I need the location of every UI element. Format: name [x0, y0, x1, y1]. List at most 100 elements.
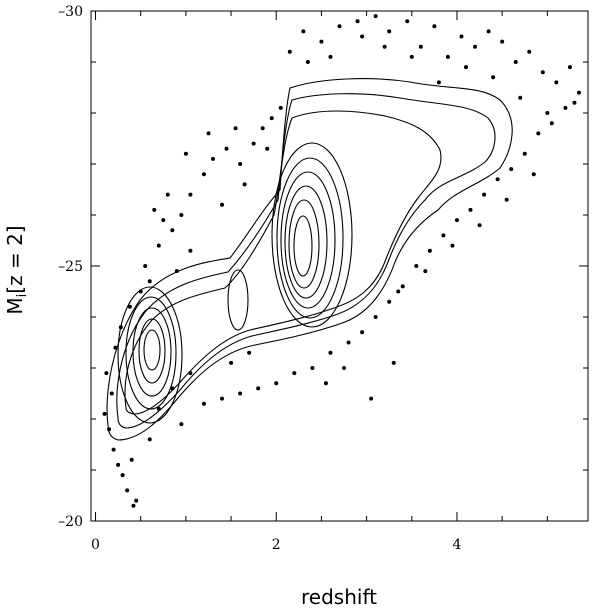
scatter-point	[188, 248, 193, 253]
scatter-point	[459, 34, 464, 39]
scatter-point	[572, 100, 577, 105]
contour-peak2-2	[276, 157, 344, 319]
scatter-point	[486, 29, 491, 34]
scatter-point	[518, 95, 523, 100]
scatter-point	[143, 264, 148, 268]
scatter-point	[405, 19, 410, 24]
scatter-point	[260, 126, 265, 131]
y-tick-label: –30	[58, 4, 83, 20]
scatter-point	[201, 172, 206, 177]
scatter-point	[567, 65, 572, 70]
scatter-point	[427, 248, 432, 253]
contour-peak1-2	[125, 296, 177, 410]
contour-lowz-3	[124, 110, 442, 415]
scatter-point	[369, 396, 374, 401]
scatter-point	[491, 75, 496, 80]
y-tick-label: –20	[58, 514, 83, 530]
scatter-point	[504, 197, 509, 202]
scatter-point	[152, 207, 157, 212]
scatter-point	[220, 202, 225, 207]
scatter-point	[477, 223, 482, 228]
scatter-point	[183, 151, 188, 156]
scatter-point	[554, 80, 559, 85]
y-axis-title-main: M	[3, 297, 27, 314]
scatter-point	[120, 473, 125, 478]
contour-peak2-6	[293, 215, 313, 277]
scatter-point	[161, 218, 166, 223]
scatter-point	[116, 462, 121, 467]
scatter-point	[206, 131, 211, 136]
scatter-point	[509, 167, 514, 172]
contour-peak2-3	[280, 171, 336, 309]
x-tick-label: 2	[272, 537, 281, 553]
scatter-point	[360, 330, 365, 335]
scatter-point	[247, 350, 252, 355]
scatter-point	[414, 264, 419, 268]
scatter-point	[251, 141, 256, 146]
scatter-point	[220, 396, 225, 401]
scatter-points	[102, 14, 581, 508]
scatter-point	[134, 498, 139, 503]
scatter-point	[170, 386, 175, 391]
scatter-point	[441, 233, 446, 238]
scatter-point	[346, 340, 351, 345]
scatter-point	[310, 366, 315, 370]
scatter-point	[156, 406, 161, 411]
scatter-point	[229, 360, 234, 365]
scatter-point	[156, 243, 161, 248]
scatter-point	[450, 243, 455, 248]
scatter-point	[337, 24, 342, 29]
scatter-point	[445, 54, 450, 59]
scatter-point	[292, 371, 297, 376]
scatter-point	[513, 60, 518, 64]
scatter-point	[436, 80, 441, 85]
scatter-point	[396, 289, 401, 294]
scatter-point	[563, 105, 568, 110]
scatter-point	[473, 44, 478, 49]
scatter-point	[111, 447, 116, 452]
y-tick-label: –25	[58, 259, 83, 275]
scatter-point	[319, 39, 324, 44]
x-tick-label: 0	[91, 537, 100, 553]
scatter-point	[113, 345, 118, 350]
scatter-point	[387, 299, 392, 304]
scatter-point	[387, 29, 392, 34]
contour-peak2-5	[288, 199, 320, 289]
contour-lowz-1	[106, 78, 513, 441]
scatter-point	[400, 284, 405, 289]
scatter-point	[188, 371, 193, 376]
scatter-point	[147, 279, 152, 284]
scatter-point	[482, 192, 487, 197]
contour-peak2-4	[284, 185, 328, 299]
scatter-point	[188, 192, 193, 197]
scatter-point	[170, 228, 175, 233]
scatter-point	[233, 126, 238, 131]
scatter-point	[549, 121, 554, 126]
scatter-point	[109, 391, 114, 396]
scatter-point	[432, 24, 437, 29]
contour-peak1-5	[143, 329, 161, 371]
scatter-point	[328, 54, 333, 59]
scatter-point	[238, 162, 243, 166]
scatter-point	[269, 116, 274, 121]
scatter-point	[418, 44, 423, 49]
scatter-point	[323, 381, 328, 386]
scatter-point	[224, 146, 229, 151]
scatter-point	[360, 34, 365, 39]
contour-secondary	[227, 269, 249, 331]
x-axis-title: redshift	[301, 585, 377, 608]
x-tick-label: 4	[453, 537, 462, 553]
axis-ticks: 0 2 4 –20 –25 –30	[58, 4, 588, 553]
density-contours	[106, 78, 513, 441]
scatter-point	[278, 105, 283, 110]
scatter-point	[107, 427, 112, 432]
scatter-point	[342, 366, 347, 370]
scatter-point	[242, 182, 247, 187]
scatter-point	[201, 401, 206, 406]
scatter-point	[131, 503, 136, 508]
scatter-point	[127, 304, 132, 309]
scatter-point	[165, 192, 170, 197]
scatter-point	[118, 325, 123, 330]
scatter-point	[540, 70, 545, 75]
y-axis-title-subscript: i	[15, 294, 30, 298]
